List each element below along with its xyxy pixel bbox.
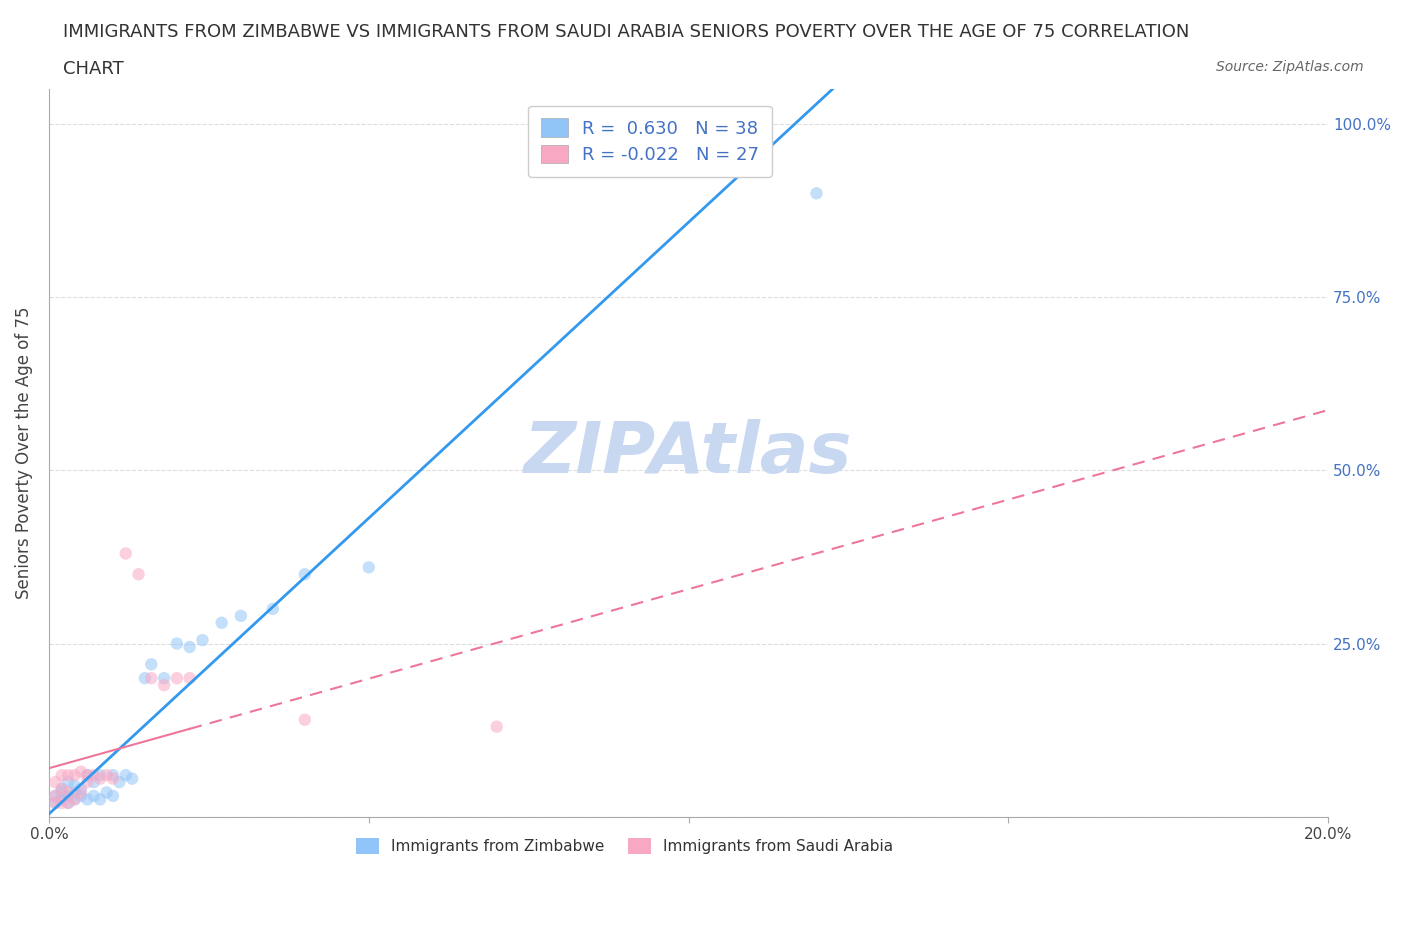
Point bbox=[134, 671, 156, 685]
Point bbox=[51, 792, 73, 807]
Point bbox=[262, 602, 284, 617]
Point bbox=[294, 566, 316, 581]
Point bbox=[89, 767, 111, 782]
Point bbox=[485, 719, 508, 734]
Point bbox=[44, 789, 66, 804]
Point bbox=[51, 785, 73, 800]
Point bbox=[101, 789, 124, 804]
Point bbox=[357, 560, 380, 575]
Point bbox=[70, 785, 93, 800]
Point bbox=[70, 781, 93, 796]
Point bbox=[63, 792, 86, 807]
Point bbox=[44, 789, 66, 804]
Point bbox=[89, 792, 111, 807]
Point bbox=[56, 775, 79, 790]
Text: Source: ZipAtlas.com: Source: ZipAtlas.com bbox=[1216, 60, 1364, 74]
Point bbox=[83, 789, 105, 804]
Point bbox=[44, 795, 66, 810]
Point bbox=[56, 767, 79, 782]
Point bbox=[51, 781, 73, 796]
Point bbox=[114, 767, 136, 782]
Point bbox=[51, 781, 73, 796]
Text: CHART: CHART bbox=[63, 60, 124, 78]
Point bbox=[229, 608, 252, 623]
Point bbox=[128, 566, 150, 581]
Point bbox=[166, 636, 188, 651]
Point bbox=[108, 775, 131, 790]
Point bbox=[76, 767, 98, 782]
Point bbox=[96, 767, 118, 782]
Point bbox=[63, 785, 86, 800]
Text: IMMIGRANTS FROM ZIMBABWE VS IMMIGRANTS FROM SAUDI ARABIA SENIORS POVERTY OVER TH: IMMIGRANTS FROM ZIMBABWE VS IMMIGRANTS F… bbox=[63, 23, 1189, 41]
Point bbox=[153, 678, 176, 693]
Point bbox=[56, 789, 79, 804]
Point bbox=[44, 775, 66, 790]
Legend: Immigrants from Zimbabwe, Immigrants from Saudi Arabia: Immigrants from Zimbabwe, Immigrants fro… bbox=[350, 831, 898, 860]
Point bbox=[153, 671, 176, 685]
Point bbox=[51, 767, 73, 782]
Point bbox=[51, 795, 73, 810]
Point bbox=[141, 657, 163, 671]
Point bbox=[141, 671, 163, 685]
Point bbox=[101, 767, 124, 782]
Point bbox=[678, 116, 700, 131]
Point bbox=[806, 186, 828, 201]
Point bbox=[96, 785, 118, 800]
Point bbox=[191, 632, 214, 647]
Point bbox=[83, 775, 105, 790]
Text: ZIPAtlas: ZIPAtlas bbox=[524, 418, 853, 487]
Point bbox=[179, 640, 201, 655]
Point bbox=[70, 789, 93, 804]
Point bbox=[63, 767, 86, 782]
Point bbox=[56, 795, 79, 810]
Point bbox=[179, 671, 201, 685]
Point bbox=[56, 795, 79, 810]
Point bbox=[211, 616, 233, 631]
Point bbox=[63, 792, 86, 807]
Point bbox=[76, 775, 98, 790]
Point bbox=[294, 712, 316, 727]
Point bbox=[101, 771, 124, 786]
Point bbox=[114, 546, 136, 561]
Point bbox=[166, 671, 188, 685]
Point bbox=[89, 771, 111, 786]
Point bbox=[121, 771, 143, 786]
Point bbox=[76, 792, 98, 807]
Point bbox=[63, 778, 86, 793]
Point bbox=[70, 764, 93, 779]
Point bbox=[44, 795, 66, 810]
Y-axis label: Seniors Poverty Over the Age of 75: Seniors Poverty Over the Age of 75 bbox=[15, 307, 32, 599]
Point bbox=[83, 767, 105, 782]
Point bbox=[76, 767, 98, 782]
Point bbox=[56, 785, 79, 800]
